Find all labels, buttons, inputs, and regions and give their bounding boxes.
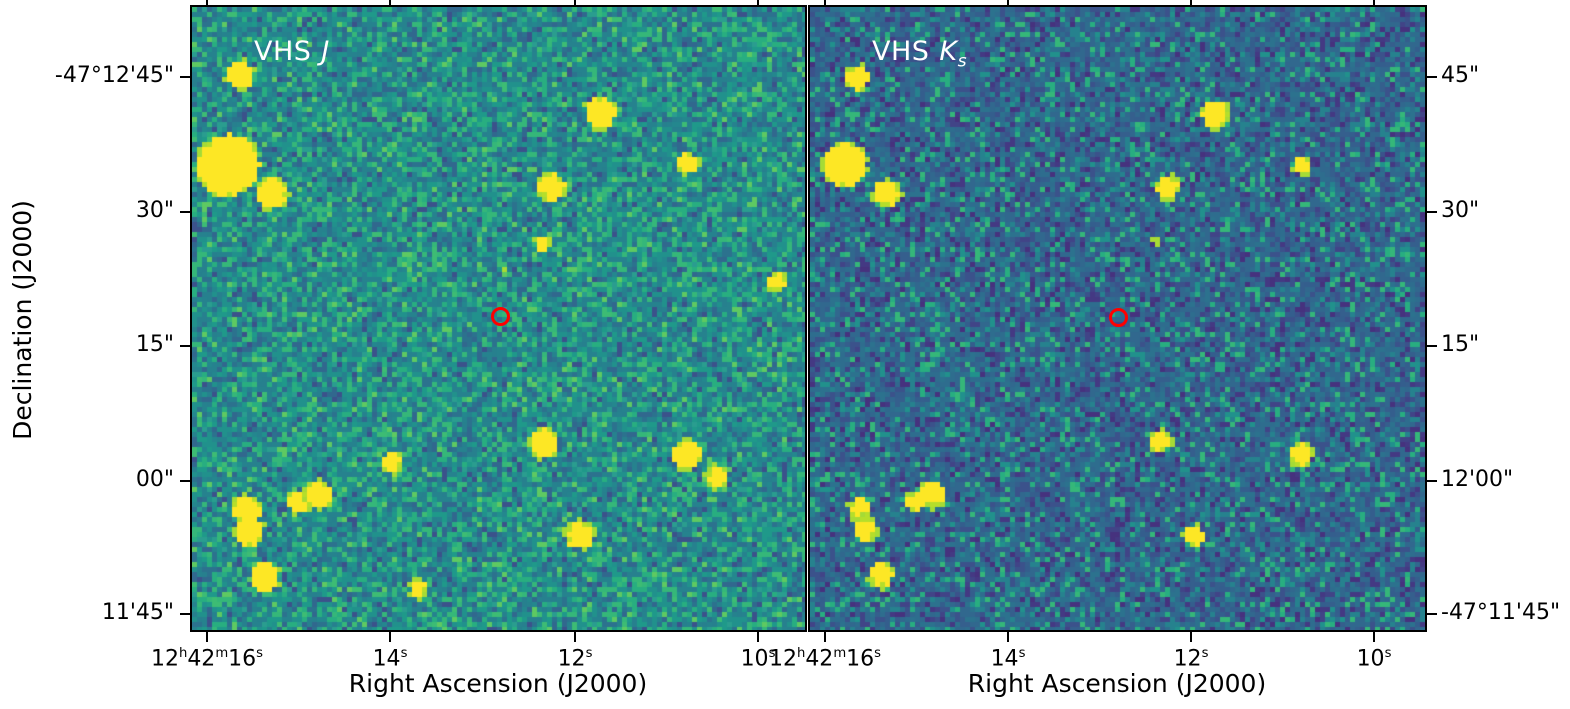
dec-tick-label: 30" (135, 198, 174, 223)
x-tick-mark (1373, 632, 1375, 642)
x-tick-mark-top (574, 0, 576, 5)
x-tick-mark (1190, 632, 1192, 642)
x-tick-mark-top (1007, 0, 1009, 5)
dec-tick-label: -47°11'45" (1441, 600, 1561, 625)
dec-tick-label: 15" (1441, 332, 1480, 357)
x-tick-mark (757, 632, 759, 642)
panel-vhs-j: VHS J (190, 5, 807, 632)
y-tick-mark-right (1427, 480, 1437, 482)
x-tick-mark-top (1373, 0, 1375, 5)
y-tick-mark-left (180, 613, 190, 615)
x-tick-mark-top (824, 0, 826, 5)
dec-tick-label: 11'45" (101, 600, 174, 625)
y-tick-mark-left (180, 211, 190, 213)
ra-tick-label: 10s (1356, 646, 1392, 672)
y-tick-mark-left (180, 76, 190, 78)
ra-tick-label: 12h42m16s (150, 646, 264, 672)
x-tick-mark (389, 632, 391, 642)
survey-name: VHS (872, 36, 930, 67)
band-name: K (939, 36, 958, 67)
dec-tick-label: 15" (135, 332, 174, 357)
band-subscript: s (957, 51, 968, 72)
ra-tick-label: 14s (990, 646, 1026, 672)
y-tick-mark-left (180, 345, 190, 347)
x-tick-mark (206, 632, 208, 642)
dec-tick-label: -47°12'45" (54, 63, 174, 88)
dec-tick-label: 00" (135, 467, 174, 492)
x-tick-mark (824, 632, 826, 642)
band-name: J (321, 36, 330, 67)
ra-tick-label: 14s (372, 646, 408, 672)
y-tick-mark-right (1427, 211, 1437, 213)
ra-tick-label: 12s (557, 646, 593, 672)
ra-axis-title-left: Right Ascension (J2000) (348, 669, 648, 698)
x-tick-mark (1007, 632, 1009, 642)
ra-tick-label: 12s (1173, 646, 1209, 672)
x-tick-mark-top (206, 0, 208, 5)
dec-tick-label: 45" (1441, 63, 1480, 88)
ra-tick-label: 10s (740, 646, 776, 672)
ra-tick-label: 12h42m16s (768, 646, 882, 672)
survey-name: VHS (254, 36, 312, 67)
panel-label-vhs-j: VHS J (254, 36, 330, 71)
x-tick-mark (574, 632, 576, 642)
x-tick-mark-top (1190, 0, 1192, 5)
x-tick-mark-top (389, 0, 391, 5)
panel-vhs-ks: VHS Ks (808, 5, 1427, 632)
y-tick-mark-left (180, 480, 190, 482)
y-tick-mark-right (1427, 345, 1437, 347)
target-marker-icon (491, 306, 511, 326)
target-marker-icon (1108, 307, 1128, 327)
dec-tick-label: 12'00" (1441, 467, 1514, 492)
y-tick-mark-right (1427, 613, 1437, 615)
y-tick-mark-right (1427, 76, 1437, 78)
ra-axis-title-right: Right Ascension (J2000) (967, 669, 1267, 698)
x-tick-mark-top (757, 0, 759, 5)
panel-label-vhs-ks: VHS Ks (872, 36, 967, 71)
dec-tick-label: 30" (1441, 198, 1480, 223)
